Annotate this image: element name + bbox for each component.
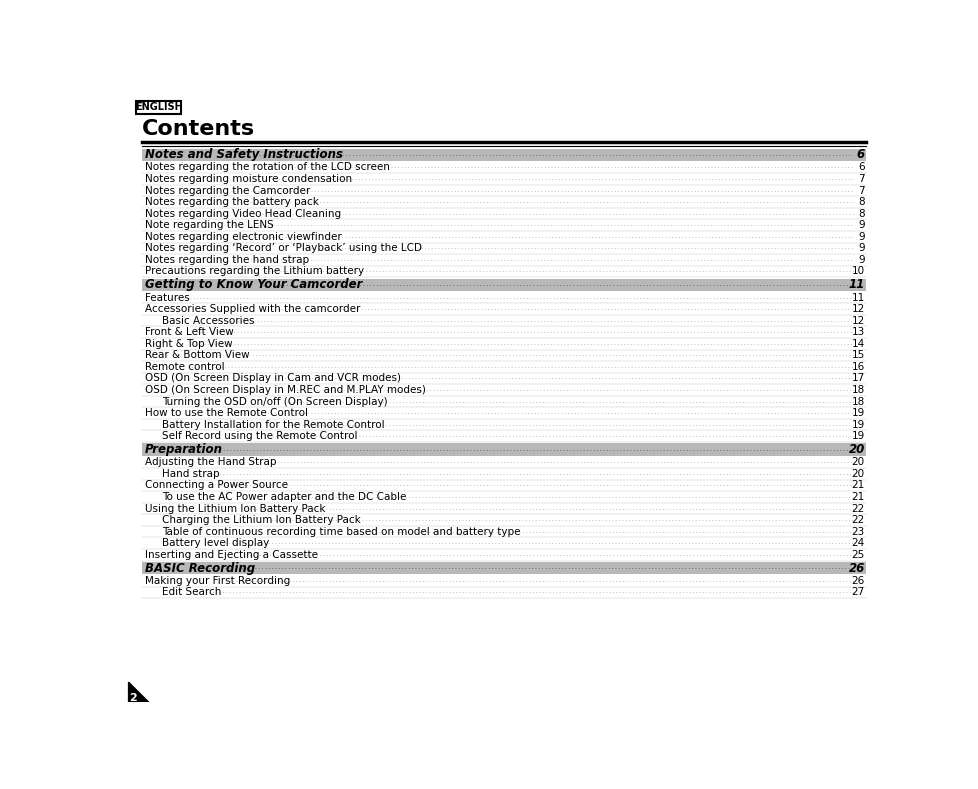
Text: BASIC Recording: BASIC Recording <box>145 562 254 574</box>
Text: OSD (On Screen Display in Cam and VCR modes): OSD (On Screen Display in Cam and VCR mo… <box>145 373 400 383</box>
Text: 22: 22 <box>851 515 864 525</box>
Text: Getting to Know Your Camcorder: Getting to Know Your Camcorder <box>145 279 362 291</box>
Text: Notes regarding the battery pack: Notes regarding the battery pack <box>145 197 319 207</box>
Text: Battery Installation for the Remote Control: Battery Installation for the Remote Cont… <box>161 420 384 430</box>
Text: 20: 20 <box>848 443 864 456</box>
Text: 7: 7 <box>858 174 864 184</box>
Text: Notes regarding the rotation of the LCD screen: Notes regarding the rotation of the LCD … <box>145 163 389 173</box>
Text: 21: 21 <box>851 492 864 502</box>
Text: Precautions regarding the Lithium battery: Precautions regarding the Lithium batter… <box>145 267 364 276</box>
Text: Inserting and Ejecting a Cassette: Inserting and Ejecting a Cassette <box>145 550 318 559</box>
Text: 19: 19 <box>851 431 864 441</box>
Text: 17: 17 <box>851 373 864 383</box>
Text: 12: 12 <box>851 316 864 326</box>
Text: Notes and Safety Instructions: Notes and Safety Instructions <box>145 148 342 161</box>
Text: Edit Search: Edit Search <box>161 588 221 597</box>
Text: 9: 9 <box>858 255 864 265</box>
Text: 12: 12 <box>851 304 864 314</box>
Text: Notes regarding moisture condensation: Notes regarding moisture condensation <box>145 174 352 184</box>
Text: Hand strap: Hand strap <box>161 469 219 479</box>
Text: 2: 2 <box>129 693 137 702</box>
Text: 8: 8 <box>858 197 864 207</box>
Text: OSD (On Screen Display in M.REC and M.PLAY modes): OSD (On Screen Display in M.REC and M.PL… <box>145 385 425 395</box>
Text: 22: 22 <box>851 503 864 514</box>
Text: 27: 27 <box>851 588 864 597</box>
Text: Notes regarding the Camcorder: Notes regarding the Camcorder <box>145 185 310 196</box>
Text: 13: 13 <box>851 327 864 337</box>
Text: Remote control: Remote control <box>145 362 224 372</box>
Text: 18: 18 <box>851 385 864 395</box>
Text: Turning the OSD on/off (On Screen Display): Turning the OSD on/off (On Screen Displa… <box>161 397 387 406</box>
Text: 6: 6 <box>858 163 864 173</box>
Text: Preparation: Preparation <box>145 443 223 456</box>
Text: 8: 8 <box>858 208 864 219</box>
Text: 19: 19 <box>851 408 864 418</box>
Text: Notes regarding ‘Record’ or ‘Playback’ using the LCD: Notes regarding ‘Record’ or ‘Playback’ u… <box>145 243 422 253</box>
Text: Self Record using the Remote Control: Self Record using the Remote Control <box>161 431 357 441</box>
Text: 25: 25 <box>851 550 864 559</box>
Text: Front & Left View: Front & Left View <box>145 327 234 337</box>
Text: 16: 16 <box>851 362 864 372</box>
Text: Features: Features <box>145 293 190 302</box>
Text: 9: 9 <box>858 243 864 253</box>
Text: 26: 26 <box>851 576 864 586</box>
Text: 23: 23 <box>851 526 864 537</box>
Bar <box>142 148 866 161</box>
Text: Rear & Bottom View: Rear & Bottom View <box>145 350 249 361</box>
Text: 24: 24 <box>851 538 864 548</box>
Text: 11: 11 <box>851 293 864 302</box>
Text: 9: 9 <box>858 220 864 230</box>
Text: Accessories Supplied with the camcorder: Accessories Supplied with the camcorder <box>145 304 360 314</box>
Text: Contents: Contents <box>142 118 254 139</box>
Text: 7: 7 <box>858 185 864 196</box>
Bar <box>142 279 866 291</box>
Text: 21: 21 <box>851 481 864 491</box>
Text: 10: 10 <box>851 267 864 276</box>
Polygon shape <box>128 682 149 702</box>
Text: Right & Top View: Right & Top View <box>145 338 232 349</box>
Text: 14: 14 <box>851 338 864 349</box>
Text: 18: 18 <box>851 397 864 406</box>
Text: 15: 15 <box>851 350 864 361</box>
Text: 26: 26 <box>848 562 864 574</box>
Text: Adjusting the Hand Strap: Adjusting the Hand Strap <box>145 458 276 467</box>
Text: Basic Accessories: Basic Accessories <box>161 316 254 326</box>
Text: 9: 9 <box>858 232 864 241</box>
Text: Table of continuous recording time based on model and battery type: Table of continuous recording time based… <box>161 526 520 537</box>
Text: To use the AC Power adapter and the DC Cable: To use the AC Power adapter and the DC C… <box>161 492 406 502</box>
Text: Notes regarding Video Head Cleaning: Notes regarding Video Head Cleaning <box>145 208 340 219</box>
Text: 20: 20 <box>851 469 864 479</box>
Text: How to use the Remote Control: How to use the Remote Control <box>145 408 307 418</box>
Text: Notes regarding electronic viewfinder: Notes regarding electronic viewfinder <box>145 232 341 241</box>
Text: 20: 20 <box>851 458 864 467</box>
Text: 19: 19 <box>851 420 864 430</box>
Text: Note regarding the LENS: Note regarding the LENS <box>145 220 273 230</box>
Text: Notes regarding the hand strap: Notes regarding the hand strap <box>145 255 309 265</box>
Text: Battery level display: Battery level display <box>161 538 269 548</box>
Text: 11: 11 <box>848 279 864 291</box>
Bar <box>142 443 866 456</box>
Text: ENGLISH: ENGLISH <box>135 103 183 112</box>
Text: Charging the Lithium Ion Battery Pack: Charging the Lithium Ion Battery Pack <box>161 515 360 525</box>
Text: Connecting a Power Source: Connecting a Power Source <box>145 481 288 491</box>
Text: Making your First Recording: Making your First Recording <box>145 576 289 586</box>
Bar <box>136 101 181 114</box>
Text: Using the Lithium Ion Battery Pack: Using the Lithium Ion Battery Pack <box>145 503 325 514</box>
Text: 6: 6 <box>856 148 864 161</box>
Bar <box>142 562 866 574</box>
